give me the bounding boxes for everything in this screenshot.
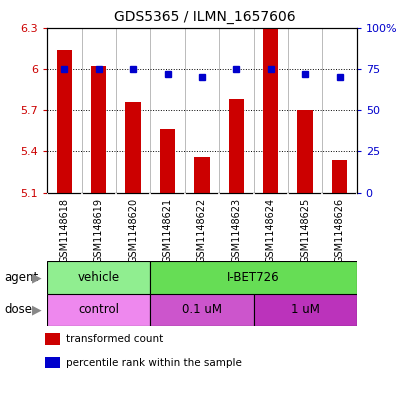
Text: vehicle: vehicle	[77, 271, 119, 284]
Bar	[56, 50, 72, 193]
Bar	[150, 294, 253, 326]
Text: percentile rank within the sample: percentile rank within the sample	[66, 358, 241, 367]
Text: GSM1148618: GSM1148618	[59, 198, 69, 263]
Text: dose: dose	[4, 303, 32, 316]
Bar	[125, 102, 141, 193]
Text: GDS5365 / ILMN_1657606: GDS5365 / ILMN_1657606	[114, 10, 295, 24]
Bar	[331, 160, 346, 193]
Bar	[45, 333, 59, 345]
Text: GSM1148625: GSM1148625	[299, 198, 309, 263]
Text: GSM1148620: GSM1148620	[128, 198, 138, 263]
Text: GSM1148623: GSM1148623	[231, 198, 241, 263]
Text: GSM1148622: GSM1148622	[196, 198, 207, 263]
Bar	[253, 294, 356, 326]
Text: control: control	[78, 303, 119, 316]
Text: GSM1148624: GSM1148624	[265, 198, 275, 263]
Text: GSM1148621: GSM1148621	[162, 198, 172, 263]
Text: ▶: ▶	[32, 303, 42, 316]
Text: GSM1148619: GSM1148619	[94, 198, 103, 263]
Bar	[91, 66, 106, 193]
Text: agent: agent	[4, 271, 38, 284]
Text: ▶: ▶	[32, 271, 42, 284]
Bar	[262, 29, 278, 193]
Bar	[228, 99, 243, 193]
Bar	[194, 157, 209, 193]
Bar	[297, 110, 312, 193]
Bar	[150, 261, 356, 294]
Bar	[160, 129, 175, 193]
Text: I-BET726: I-BET726	[227, 271, 279, 284]
Bar	[47, 261, 150, 294]
Text: 1 uM: 1 uM	[290, 303, 319, 316]
Bar	[47, 294, 150, 326]
Text: 0.1 uM: 0.1 uM	[182, 303, 221, 316]
Bar	[45, 357, 59, 368]
Text: GSM1148626: GSM1148626	[334, 198, 344, 263]
Text: transformed count: transformed count	[66, 334, 163, 344]
